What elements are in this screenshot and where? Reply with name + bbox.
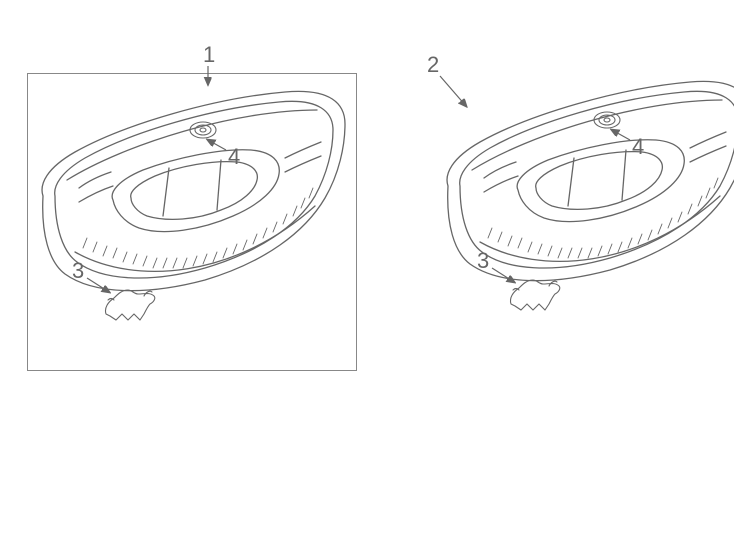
callout-label-4a: 4 <box>228 144 240 170</box>
callout-label-4b: 4 <box>632 134 644 160</box>
callout-label-3a: 3 <box>72 258 84 284</box>
diagram-canvas: 1 2 3 3 4 4 <box>0 0 734 540</box>
leader-lines <box>0 0 734 540</box>
callout-label-3b: 3 <box>477 248 489 274</box>
callout-label-1: 1 <box>203 42 215 68</box>
callout-label-2: 2 <box>427 52 439 78</box>
